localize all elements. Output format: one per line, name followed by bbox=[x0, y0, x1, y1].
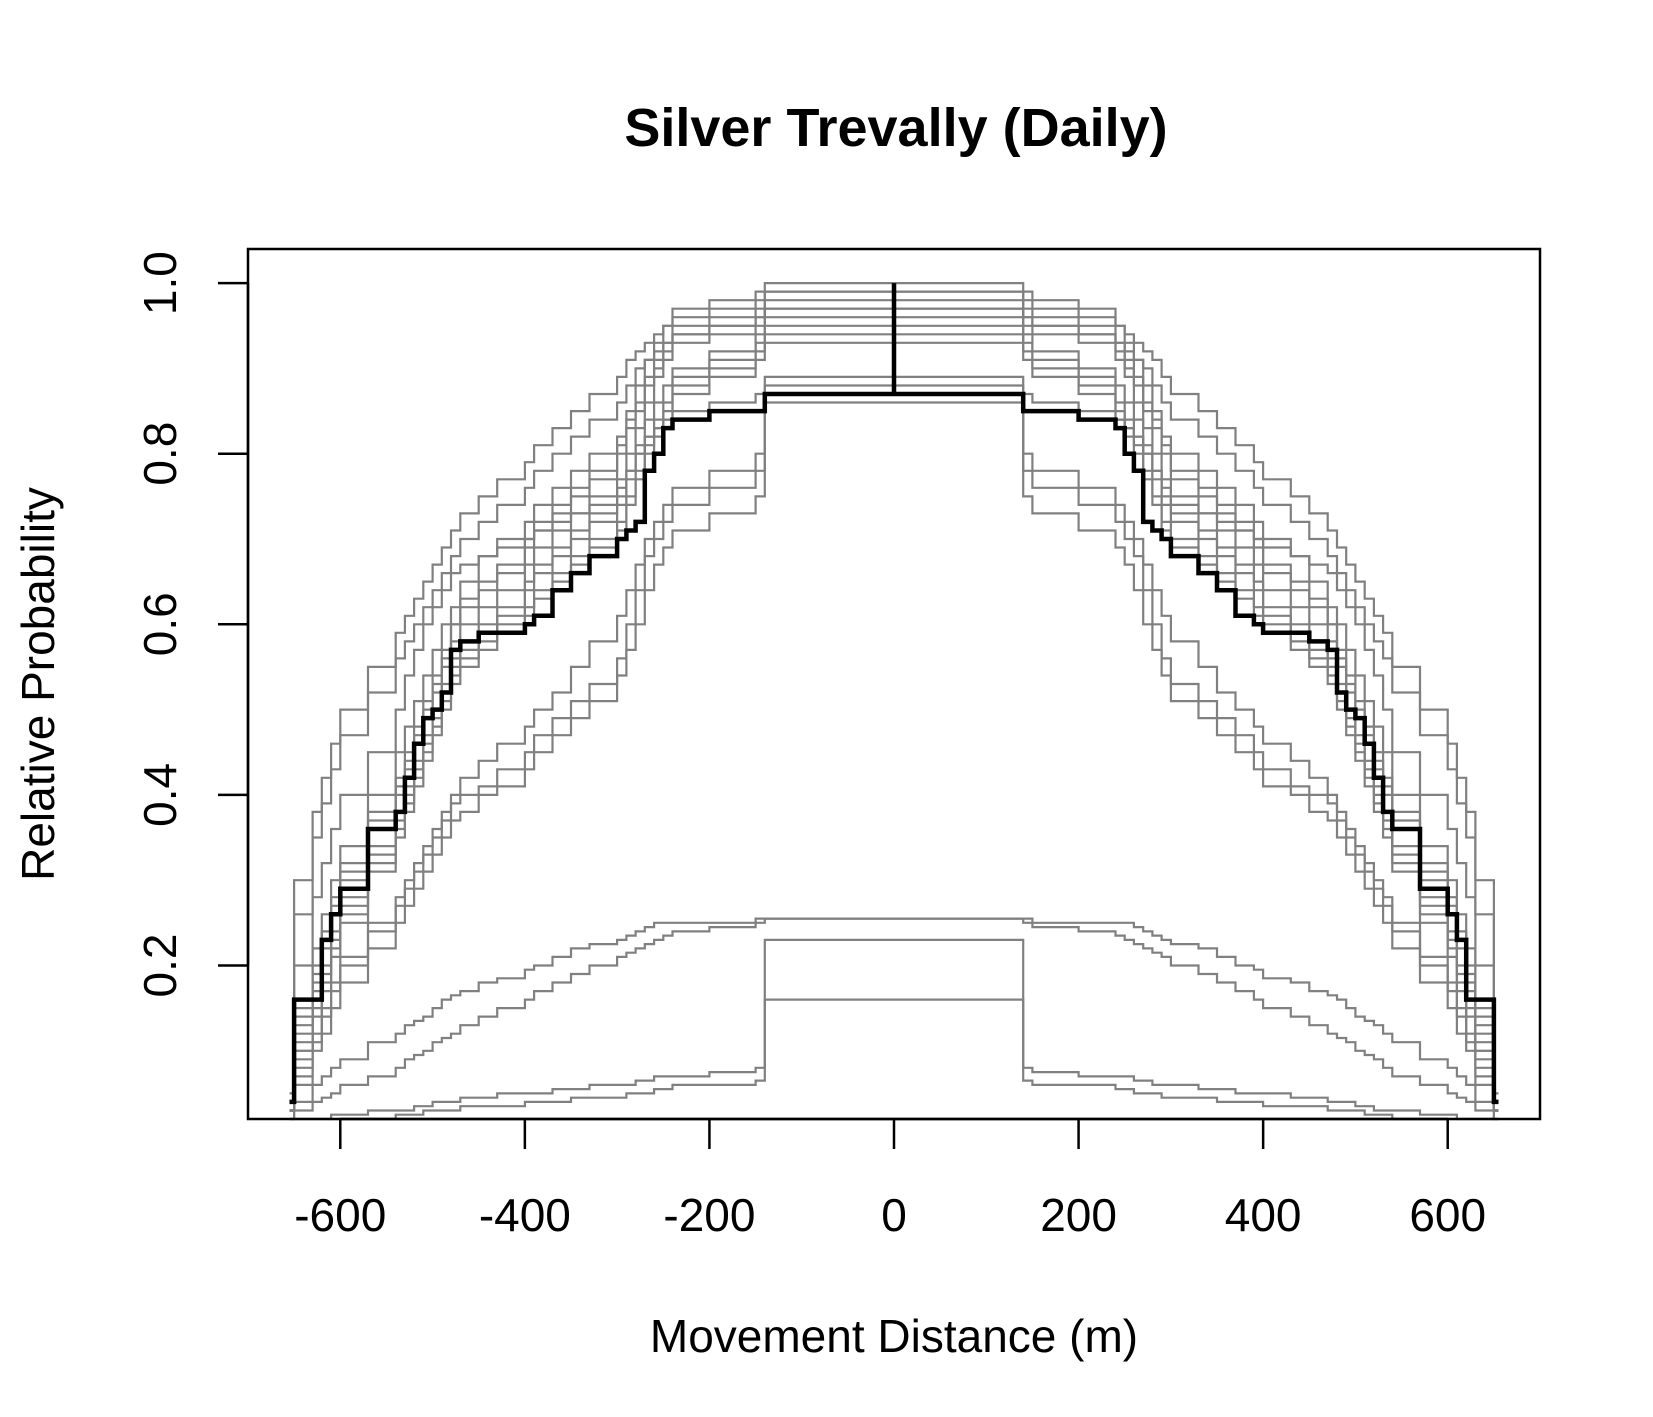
series-line bbox=[289, 917, 1499, 1121]
x-axis-label: Movement Distance (m) bbox=[650, 1310, 1138, 1362]
series-line bbox=[289, 282, 1499, 1103]
series-line bbox=[289, 375, 1499, 1103]
y-axis: 0.2 0.4 0.6 0.8 1.0 bbox=[134, 251, 250, 998]
series-line bbox=[289, 307, 1499, 1103]
series-line bbox=[289, 324, 1499, 1112]
x-tick-label: 400 bbox=[1225, 1189, 1302, 1241]
x-tick-label: -400 bbox=[479, 1189, 571, 1241]
y-axis-label: Relative Probability bbox=[12, 487, 64, 881]
y-tick-label: 0.4 bbox=[134, 763, 186, 827]
series-line bbox=[289, 290, 1499, 1112]
series-line bbox=[289, 401, 1499, 1112]
y-tick-label: 0.2 bbox=[134, 934, 186, 998]
series-layer bbox=[289, 282, 1499, 1121]
series-line bbox=[289, 290, 1499, 1095]
x-tick-label: -200 bbox=[663, 1189, 755, 1241]
x-axis: -600 -400 -200 0 200 400 600 bbox=[294, 1117, 1486, 1241]
x-tick-label: 600 bbox=[1409, 1189, 1486, 1241]
series-line bbox=[289, 392, 1499, 1112]
series-line bbox=[289, 333, 1499, 1112]
series-line bbox=[289, 384, 1499, 1112]
x-tick-label: -600 bbox=[294, 1189, 386, 1241]
series-line bbox=[289, 998, 1499, 1121]
chart-title: Silver Trevally (Daily) bbox=[624, 98, 1167, 158]
series-line bbox=[289, 938, 1499, 1121]
y-tick-label: 0.8 bbox=[134, 422, 186, 486]
series-line bbox=[289, 917, 1499, 1121]
series-line bbox=[289, 299, 1499, 1112]
series-line bbox=[289, 341, 1499, 1112]
y-tick-label: 1.0 bbox=[134, 251, 186, 315]
series-line-mean bbox=[289, 391, 1499, 1105]
y-tick-label: 0.6 bbox=[134, 592, 186, 656]
x-tick-label: 0 bbox=[881, 1189, 907, 1241]
x-tick-label: 200 bbox=[1040, 1189, 1117, 1241]
